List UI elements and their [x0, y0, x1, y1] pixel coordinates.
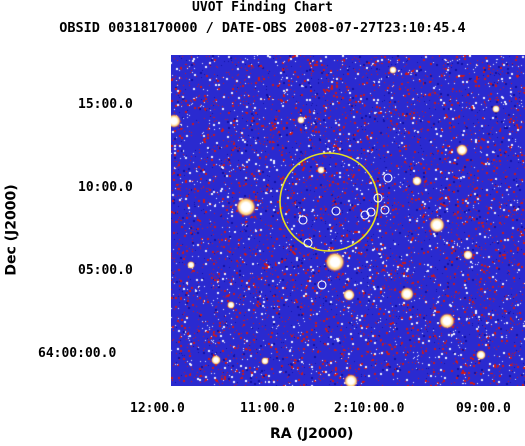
x-tick-label: 12:00.0 [130, 401, 185, 416]
x-tick-label: 09:00.0 [456, 401, 511, 416]
y-axis-label: Dec (J2000) [3, 184, 20, 276]
x-tick-label: 2:10:00.0 [334, 401, 405, 416]
x-axis-label: RA (J2000) [270, 426, 354, 442]
y-tick-label: 10:00.0 [78, 180, 133, 195]
sky-image [171, 55, 525, 386]
y-tick-label: 05:00.0 [78, 263, 133, 278]
y-tick-label: 64:00:00.0 [38, 346, 117, 361]
chart-subtitle: OBSID 00318170000 / DATE-OBS 2008-07-27T… [59, 20, 466, 36]
chart-title: UVOT Finding Chart [192, 0, 333, 15]
y-tick-label: 15:00.0 [78, 97, 133, 112]
x-tick-label: 11:00.0 [240, 401, 295, 416]
